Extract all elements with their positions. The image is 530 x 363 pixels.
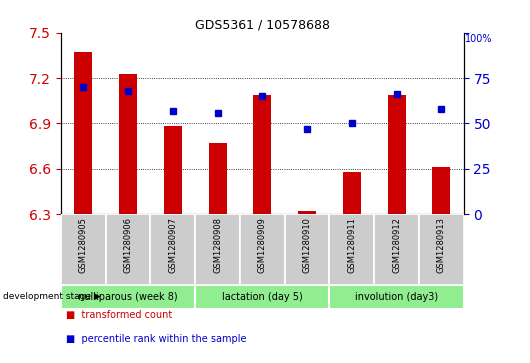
Bar [253,95,271,214]
Text: GSM1280911: GSM1280911 [347,217,356,273]
Bar [195,285,330,309]
Bar [105,214,151,285]
Text: GSM1280905: GSM1280905 [79,217,88,273]
Bar [387,95,405,214]
Bar [195,214,240,285]
Bar [330,285,464,309]
Text: involution (day3): involution (day3) [355,292,438,302]
Text: ■  percentile rank within the sample: ■ percentile rank within the sample [66,334,247,344]
Bar [61,285,195,309]
Text: GSM1280908: GSM1280908 [213,217,222,273]
Text: lactation (day 5): lactation (day 5) [222,292,303,302]
Bar [432,167,450,214]
Text: GSM1280912: GSM1280912 [392,217,401,273]
Text: GSM1280907: GSM1280907 [169,217,178,273]
Text: GSM1280906: GSM1280906 [123,217,132,273]
Text: 100%: 100% [465,34,493,45]
Bar [419,214,464,285]
Bar [240,214,285,285]
Text: GSM1280909: GSM1280909 [258,217,267,273]
Text: development stage ▶: development stage ▶ [3,292,100,301]
Text: ■  transformed count: ■ transformed count [66,310,172,321]
Bar [74,52,92,214]
Bar [119,73,137,214]
Text: GSM1280910: GSM1280910 [303,217,312,273]
Bar [298,211,316,214]
Bar [330,214,374,285]
Bar [61,214,105,285]
Bar [343,172,361,214]
Bar [151,214,195,285]
Text: nulliparous (week 8): nulliparous (week 8) [78,292,178,302]
Bar [374,214,419,285]
Bar [164,126,182,214]
Bar [209,143,226,214]
Text: GSM1280913: GSM1280913 [437,217,446,273]
Bar [285,214,330,285]
Title: GDS5361 / 10578688: GDS5361 / 10578688 [195,19,330,32]
